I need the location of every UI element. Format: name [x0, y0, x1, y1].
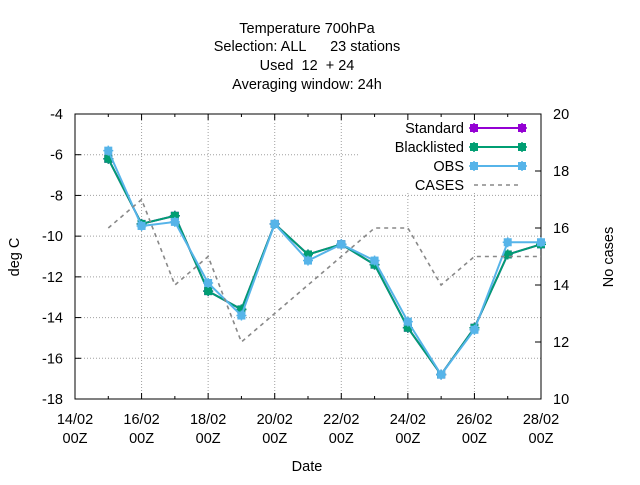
series-line-obs: [107, 150, 541, 377]
y-tick-label: -8: [50, 188, 63, 204]
x-tick-label-time: 00Z: [395, 431, 420, 447]
y-tick-label: -18: [42, 392, 63, 408]
legend-marker-start: [469, 123, 479, 133]
x-tick-label-time: 00Z: [329, 431, 354, 447]
data-point-obs: [303, 255, 313, 266]
y-tick-label: -16: [42, 351, 63, 367]
legend: Standard Blacklisted OBS CASES: [395, 121, 527, 194]
y2-tick-label: 14: [553, 278, 569, 294]
title-line-3: Used 12 + 24: [260, 58, 355, 74]
y-axis-label: deg C: [7, 238, 23, 277]
data-point-obs: [402, 316, 413, 327]
y-tick-label: -14: [42, 311, 63, 327]
data-point-obs: [236, 310, 247, 321]
x-tick-label: 16/02: [123, 412, 159, 428]
legend-label: OBS: [433, 159, 464, 175]
legend-marker-end: [517, 123, 527, 133]
x-tick-label-time: 00Z: [529, 431, 554, 447]
legend-entry-obs: OBS: [433, 159, 527, 175]
y-tick-label: -4: [50, 107, 63, 123]
y2-tick-label: 16: [553, 221, 569, 237]
x-tick-label: 18/02: [190, 412, 226, 428]
tick-labels: 14/02 00Z 16/02 00Z 18/02 00Z 20/02 00Z 22/02 00Z…: [42, 107, 569, 447]
data-point-obs: [103, 145, 114, 156]
legend-marker-start: [469, 161, 479, 171]
x-tick-label: 26/02: [456, 412, 492, 428]
x-tick-label-time: 00Z: [196, 431, 221, 447]
x-tick-label: 20/02: [257, 412, 293, 428]
y2-tick-label: 12: [553, 335, 569, 351]
data-point-obs: [436, 369, 447, 380]
legend-label: Blacklisted: [395, 140, 464, 156]
x-axis-label: Date: [292, 459, 323, 475]
title-line-2: Selection: ALL 23 stations: [214, 39, 400, 55]
y2-tick-label: 18: [553, 164, 569, 180]
y-tick-label: -10: [42, 229, 63, 245]
title-line-4: Averaging window: 24h: [232, 77, 382, 93]
legend-entry-cases: CASES: [415, 178, 522, 194]
grid: [75, 114, 541, 399]
data-series: [103, 145, 546, 380]
data-point-obs: [203, 277, 214, 288]
x-tick-label-time: 00Z: [462, 431, 487, 447]
legend-label: CASES: [415, 178, 464, 194]
x-tick-label: 24/02: [390, 412, 426, 428]
data-point-obs: [369, 255, 380, 266]
y-tick-label: -6: [50, 148, 63, 164]
x-tick-label: 28/02: [523, 412, 559, 428]
legend-marker-end: [517, 161, 527, 171]
x-tick-label: 14/02: [57, 412, 93, 428]
data-point-obs: [269, 218, 280, 229]
legend-marker-end: [517, 142, 527, 152]
y-tick-label: -12: [42, 270, 63, 286]
legend-entry-blacklisted: Blacklisted: [395, 140, 527, 156]
data-point-obs: [169, 216, 180, 227]
y2-tick-label: 20: [553, 107, 569, 123]
chart-title: Temperature 700hPa Selection: ALL 23 sta…: [214, 21, 400, 93]
y2-axis-label: No cases: [601, 227, 617, 287]
data-point-obs: [136, 220, 147, 231]
data-point-blacklisted: [502, 249, 513, 260]
x-tick-label-time: 00Z: [129, 431, 154, 447]
legend-entry-standard: Standard: [405, 121, 527, 137]
series-obs: [103, 145, 546, 380]
x-tick-label: 22/02: [323, 412, 359, 428]
legend-label: Standard: [405, 121, 464, 137]
data-point-obs: [336, 239, 347, 250]
title-line-1: Temperature 700hPa: [239, 21, 375, 37]
x-tick-label-time: 00Z: [262, 431, 287, 447]
data-point-obs: [469, 324, 480, 335]
legend-marker-start: [469, 142, 479, 152]
x-tick-label-time: 00Z: [63, 431, 88, 447]
y2-tick-label: 10: [553, 392, 569, 408]
data-point-obs: [536, 237, 546, 248]
data-point-obs: [502, 237, 513, 248]
